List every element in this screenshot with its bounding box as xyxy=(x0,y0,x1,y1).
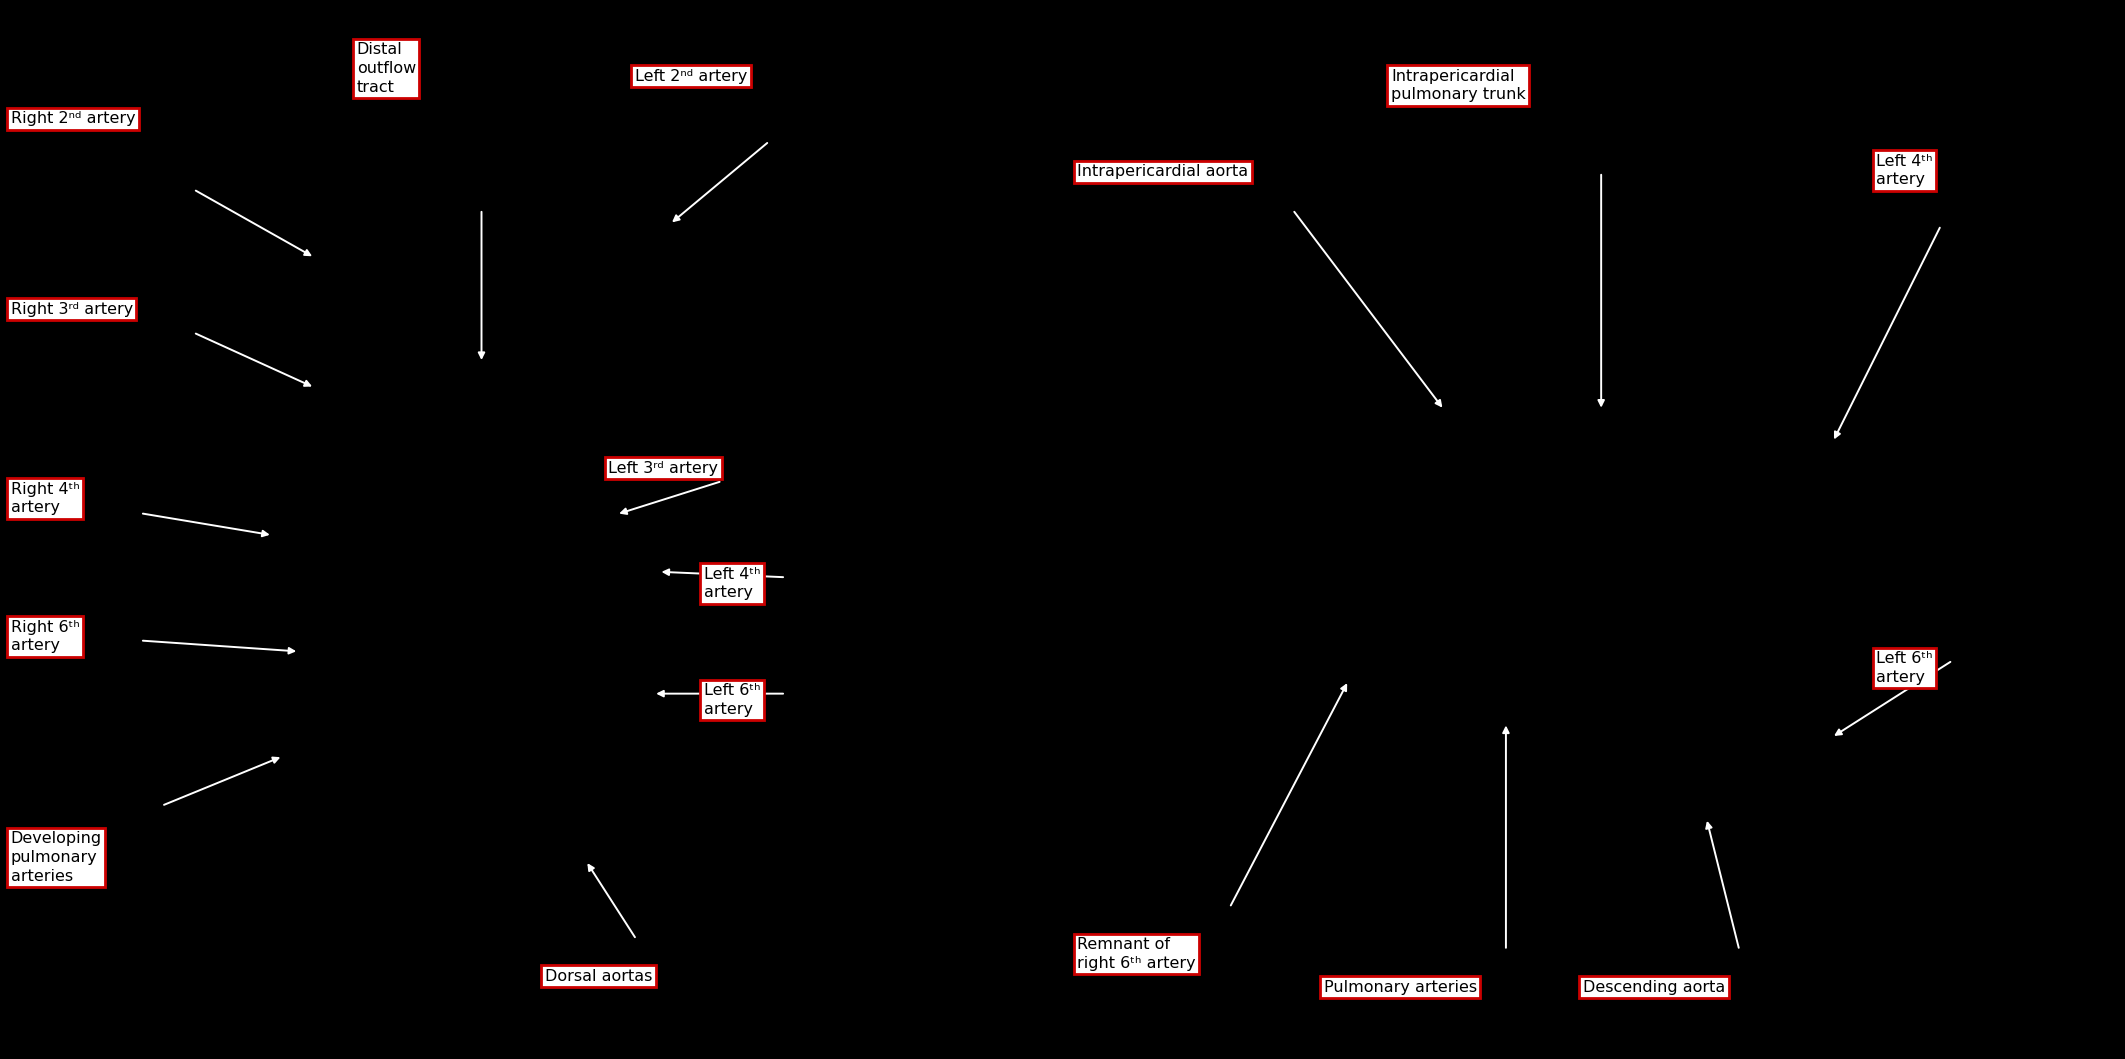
Text: Distal
outflow
tract: Distal outflow tract xyxy=(357,42,416,94)
Text: Dorsal aortas: Dorsal aortas xyxy=(544,969,652,984)
Text: Left 2ⁿᵈ artery: Left 2ⁿᵈ artery xyxy=(635,69,748,84)
Text: Descending aorta: Descending aorta xyxy=(1583,980,1726,994)
Text: Pulmonary arteries: Pulmonary arteries xyxy=(1324,980,1477,994)
Text: Left 3ʳᵈ artery: Left 3ʳᵈ artery xyxy=(608,461,718,475)
Text: Developing
pulmonary
arteries: Developing pulmonary arteries xyxy=(11,831,102,883)
Text: Intrapericardial aorta: Intrapericardial aorta xyxy=(1077,164,1250,179)
Text: Left 4ᵗʰ
artery: Left 4ᵗʰ artery xyxy=(703,567,761,600)
Text: Right 4ᵗʰ
artery: Right 4ᵗʰ artery xyxy=(11,482,79,516)
Text: Left 6ᵗʰ
artery: Left 6ᵗʰ artery xyxy=(703,683,761,717)
Text: Remnant of
right 6ᵗʰ artery: Remnant of right 6ᵗʰ artery xyxy=(1077,937,1196,971)
Text: Left 6ᵗʰ
artery: Left 6ᵗʰ artery xyxy=(1876,651,1934,685)
Text: Right 2ⁿᵈ artery: Right 2ⁿᵈ artery xyxy=(11,111,136,126)
Text: Intrapericardial
pulmonary trunk: Intrapericardial pulmonary trunk xyxy=(1392,69,1526,103)
Text: Left 4ᵗʰ
artery: Left 4ᵗʰ artery xyxy=(1876,154,1934,187)
Text: Right 3ʳᵈ artery: Right 3ʳᵈ artery xyxy=(11,302,134,317)
Text: Right 6ᵗʰ
artery: Right 6ᵗʰ artery xyxy=(11,620,79,653)
